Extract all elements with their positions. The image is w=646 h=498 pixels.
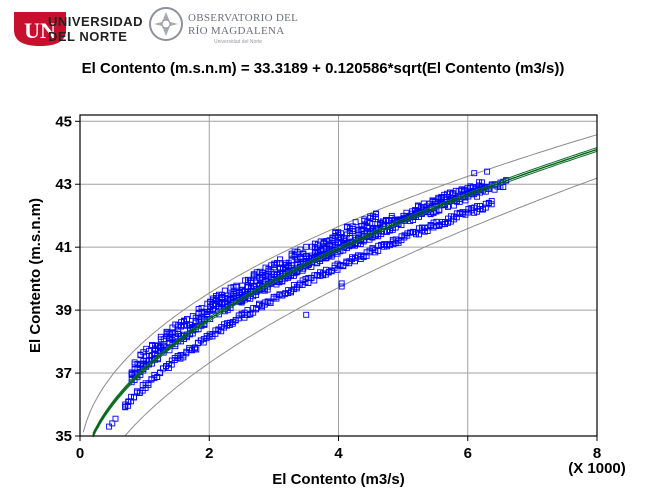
data-point	[482, 204, 489, 211]
header-logos: UN UNIVERSIDAD DEL NORTE OBSERVATORIO DE…	[0, 0, 300, 50]
confidence-band-lower	[92, 150, 598, 438]
data-point	[288, 252, 295, 259]
data-point	[264, 286, 271, 293]
data-point	[193, 346, 200, 353]
universidad-del-norte-logo: UN	[14, 12, 66, 46]
y-tick-label: 39	[55, 302, 72, 319]
data-point	[267, 300, 274, 306]
data-point	[288, 257, 295, 264]
data-point	[109, 420, 116, 427]
y-tick-label: 45	[55, 113, 72, 130]
data-point	[352, 219, 359, 226]
data-point	[215, 304, 222, 311]
fit-line	[92, 148, 598, 436]
band-lines	[82, 134, 598, 436]
data-point	[303, 243, 310, 250]
data-point	[233, 282, 240, 289]
data-point	[488, 201, 495, 208]
x-tick-label: 6	[464, 445, 472, 462]
fit-line-group	[92, 147, 598, 438]
x-tick-label: 8	[593, 445, 601, 462]
grid-lines	[79, 115, 598, 437]
x-tick-label: 0	[76, 445, 84, 462]
data-point	[349, 228, 356, 235]
data-point	[413, 229, 419, 236]
data-point	[112, 415, 119, 422]
y-tick-label: 35	[55, 428, 72, 445]
data-point	[338, 283, 345, 290]
university-name-line2: DEL NORTE	[48, 29, 128, 44]
data-point	[106, 423, 113, 430]
data-points	[106, 168, 510, 430]
confidence-band-upper	[92, 147, 598, 434]
data-point	[253, 269, 260, 276]
x-tick-labels: 0 2 4 6 8	[76, 436, 601, 462]
x-axis-multiplier: (X 1000)	[568, 460, 626, 477]
data-point	[471, 170, 478, 177]
data-point	[373, 214, 379, 220]
x-axis-label: El Contento (m3/s)	[272, 471, 405, 488]
data-point	[373, 210, 379, 217]
data-point	[323, 238, 330, 244]
data-point	[184, 316, 190, 323]
observatory-logo-icon	[149, 7, 183, 41]
data-point	[197, 337, 204, 344]
y-tick-label: 41	[55, 239, 72, 256]
data-point	[125, 398, 132, 405]
y-axis-label: El Contento (m.s.n.m)	[27, 198, 44, 353]
data-point	[338, 280, 345, 287]
data-point	[488, 197, 495, 204]
x-tick-label: 2	[205, 445, 213, 462]
data-point	[340, 263, 347, 270]
data-point	[390, 241, 397, 247]
observatory-subtitle: Universidad del Norte	[214, 39, 263, 45]
data-point	[500, 184, 507, 190]
data-point	[482, 200, 489, 207]
prediction-band-upper	[82, 134, 598, 433]
y-tick-label: 43	[55, 176, 72, 193]
data-point	[303, 311, 310, 318]
svg-text:UN: UN	[24, 18, 56, 43]
data-point	[277, 256, 283, 263]
y-tick-labels: 35 37 39 41 43 45	[55, 113, 80, 445]
chart-title: El Contento (m.s.n.m) = 33.3189 + 0.1205…	[81, 60, 565, 77]
data-point	[484, 168, 491, 175]
x-tick-label: 4	[334, 445, 343, 462]
data-point	[145, 382, 152, 389]
data-point	[375, 242, 382, 249]
y-tick-label: 37	[55, 365, 72, 382]
data-point	[340, 247, 347, 254]
prediction-band-lower	[124, 177, 598, 436]
observatory-name-line1: OBSERVATORIO DEL	[188, 12, 299, 24]
observatory-name-line2: RÍO MAGDALENA	[188, 25, 285, 37]
data-point	[305, 280, 312, 286]
university-name-line1: UNIVERSIDAD	[48, 14, 144, 29]
data-point	[122, 401, 129, 408]
data-point	[308, 264, 315, 270]
data-point	[146, 347, 153, 354]
